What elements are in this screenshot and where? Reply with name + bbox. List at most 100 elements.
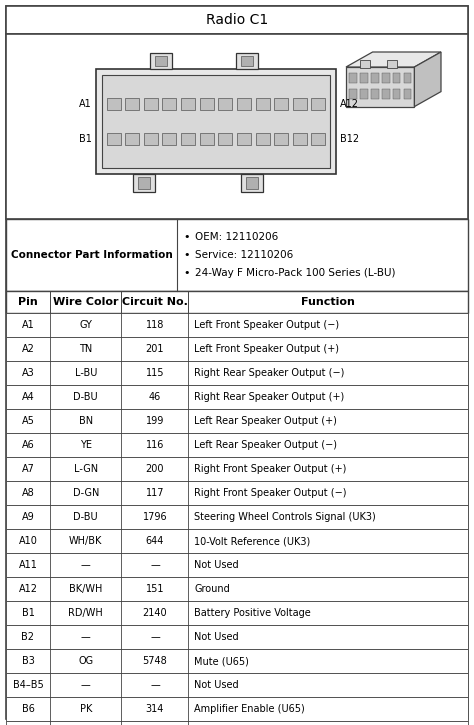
Text: A4: A4 bbox=[22, 392, 34, 402]
Bar bbox=[349, 73, 357, 83]
Bar bbox=[236, 53, 258, 69]
Bar bbox=[6, 529, 468, 553]
Polygon shape bbox=[414, 52, 441, 107]
Bar bbox=[219, 133, 232, 145]
Bar bbox=[241, 174, 263, 192]
Text: Circuit No.: Circuit No. bbox=[122, 297, 188, 307]
Text: Battery Positive Voltage: Battery Positive Voltage bbox=[194, 608, 311, 618]
Text: Connector Part Information: Connector Part Information bbox=[10, 250, 173, 260]
Text: 151: 151 bbox=[146, 584, 164, 594]
Bar bbox=[237, 98, 251, 110]
Text: Ground: Ground bbox=[194, 584, 230, 594]
Text: D-BU: D-BU bbox=[73, 392, 98, 402]
Text: A10: A10 bbox=[18, 536, 37, 546]
Text: OEM: 12110206: OEM: 12110206 bbox=[195, 232, 278, 242]
Bar bbox=[6, 721, 468, 725]
Text: Not Used: Not Used bbox=[194, 680, 239, 690]
Bar bbox=[6, 313, 468, 337]
Text: 46: 46 bbox=[149, 392, 161, 402]
Text: Steering Wheel Controls Signal (UK3): Steering Wheel Controls Signal (UK3) bbox=[194, 512, 376, 522]
Text: D-GN: D-GN bbox=[73, 488, 99, 498]
Text: Radio C1: Radio C1 bbox=[206, 13, 268, 27]
Bar bbox=[6, 649, 468, 673]
Bar bbox=[255, 133, 270, 145]
Text: BN: BN bbox=[79, 416, 93, 426]
Text: Service: 12110206: Service: 12110206 bbox=[195, 250, 293, 260]
Text: A6: A6 bbox=[22, 440, 34, 450]
Text: RD/WH: RD/WH bbox=[68, 608, 103, 618]
Bar bbox=[6, 337, 468, 361]
Text: 116: 116 bbox=[146, 440, 164, 450]
Bar bbox=[6, 457, 468, 481]
Text: WH/BK: WH/BK bbox=[69, 536, 102, 546]
Text: D-BU: D-BU bbox=[73, 512, 98, 522]
Text: Left Rear Speaker Output (+): Left Rear Speaker Output (+) bbox=[194, 416, 337, 426]
Text: —: — bbox=[81, 680, 91, 690]
Text: PK: PK bbox=[80, 704, 92, 714]
Bar bbox=[138, 177, 150, 189]
Text: OG: OG bbox=[78, 656, 93, 666]
Text: A1: A1 bbox=[79, 99, 92, 109]
Text: —: — bbox=[81, 560, 91, 570]
Bar bbox=[102, 75, 330, 168]
Text: Right Front Speaker Output (−): Right Front Speaker Output (−) bbox=[194, 488, 347, 498]
Bar bbox=[246, 177, 258, 189]
Bar bbox=[200, 133, 214, 145]
Bar bbox=[403, 73, 411, 83]
Bar bbox=[403, 88, 411, 99]
Bar bbox=[6, 219, 468, 291]
Bar bbox=[360, 60, 370, 68]
Text: A3: A3 bbox=[22, 368, 34, 378]
Bar bbox=[293, 133, 307, 145]
Text: Not Used: Not Used bbox=[194, 560, 239, 570]
Bar bbox=[6, 385, 468, 409]
Bar bbox=[6, 291, 468, 313]
Bar bbox=[6, 34, 468, 219]
Text: 201: 201 bbox=[146, 344, 164, 354]
Bar bbox=[144, 98, 158, 110]
Bar bbox=[6, 673, 468, 697]
Bar bbox=[6, 625, 468, 649]
Text: —: — bbox=[150, 680, 160, 690]
Bar bbox=[6, 553, 468, 577]
Text: TN: TN bbox=[79, 344, 92, 354]
Bar bbox=[144, 133, 158, 145]
Bar bbox=[6, 6, 468, 34]
Text: Amplifier Enable (U65): Amplifier Enable (U65) bbox=[194, 704, 305, 714]
Text: •: • bbox=[184, 268, 190, 278]
Text: 314: 314 bbox=[146, 704, 164, 714]
Bar bbox=[96, 69, 336, 174]
Bar bbox=[6, 697, 468, 721]
Bar bbox=[163, 98, 176, 110]
Bar bbox=[125, 98, 139, 110]
Bar bbox=[6, 505, 468, 529]
Text: A8: A8 bbox=[22, 488, 34, 498]
Bar bbox=[311, 133, 325, 145]
Text: A12: A12 bbox=[18, 584, 37, 594]
Text: L-GN: L-GN bbox=[73, 464, 98, 474]
Text: 199: 199 bbox=[146, 416, 164, 426]
Bar bbox=[125, 133, 139, 145]
Text: •: • bbox=[184, 232, 190, 242]
Bar bbox=[274, 133, 288, 145]
Text: A9: A9 bbox=[22, 512, 34, 522]
Text: Right Front Speaker Output (+): Right Front Speaker Output (+) bbox=[194, 464, 347, 474]
Text: Wire Color: Wire Color bbox=[53, 297, 118, 307]
Bar bbox=[371, 88, 379, 99]
Bar bbox=[360, 73, 368, 83]
Text: Pin: Pin bbox=[18, 297, 38, 307]
Bar bbox=[346, 67, 414, 107]
Text: 5748: 5748 bbox=[143, 656, 167, 666]
Text: A1: A1 bbox=[22, 320, 34, 330]
Text: B4–B5: B4–B5 bbox=[13, 680, 43, 690]
Bar bbox=[382, 73, 390, 83]
Text: GY: GY bbox=[79, 320, 92, 330]
Bar bbox=[163, 133, 176, 145]
Text: —: — bbox=[150, 560, 160, 570]
Bar bbox=[181, 133, 195, 145]
Text: YE: YE bbox=[80, 440, 91, 450]
Bar bbox=[6, 577, 468, 601]
Text: Left Rear Speaker Output (−): Left Rear Speaker Output (−) bbox=[194, 440, 337, 450]
Text: A2: A2 bbox=[21, 344, 35, 354]
Text: L-BU: L-BU bbox=[74, 368, 97, 378]
